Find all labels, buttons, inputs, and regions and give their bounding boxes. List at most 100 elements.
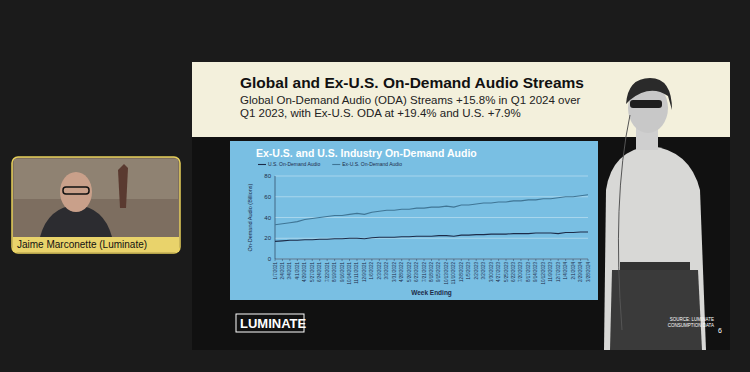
slide <box>192 62 730 350</box>
y-axis-label: On-Demand Audio (Billions) <box>247 183 253 251</box>
x-tick <box>282 259 283 261</box>
x-tick <box>371 259 372 261</box>
x-tick <box>312 259 313 261</box>
head <box>60 172 92 212</box>
x-tick <box>349 259 350 261</box>
x-tick-label: 4/29/2021 <box>302 262 307 283</box>
x-tick <box>476 259 477 261</box>
y-tick-label: 80 <box>264 173 271 179</box>
x-tick <box>416 259 417 261</box>
x-tick <box>431 259 432 261</box>
chart-title: Ex-U.S. and U.S. Industry On-Demand Audi… <box>256 147 477 159</box>
x-tick-label: 7/21/2022 <box>422 262 427 283</box>
guitar <box>118 164 128 208</box>
x-tick-label: 10/12/2023 <box>541 262 546 285</box>
x-tick-label: 11/10/2022 <box>451 262 456 285</box>
x-tick <box>535 259 536 261</box>
x-tick <box>379 259 380 261</box>
series-line <box>275 232 588 241</box>
slide-title: Global and Ex-U.S. On-Demand Audio Strea… <box>240 74 584 91</box>
x-tick <box>588 259 589 261</box>
x-tick-label: 2/4/2021 <box>280 262 285 280</box>
x-tick-label: 1/6/2022 <box>369 262 374 280</box>
x-tick-label: 5/25/2023 <box>504 262 509 283</box>
x-tick <box>327 259 328 261</box>
figure-pants <box>610 270 702 350</box>
legend-label: U.S. On-Demand Audio <box>268 161 320 167</box>
x-tick-label: 8/17/2023 <box>526 262 531 283</box>
x-tick <box>513 259 514 261</box>
page-number: 6 <box>718 327 722 334</box>
x-tick <box>498 259 499 261</box>
x-tick <box>573 259 574 261</box>
figure-sunglasses <box>630 100 662 108</box>
legend-swatch <box>258 164 266 165</box>
x-tick <box>446 259 447 261</box>
x-tick-label: 6/22/2023 <box>511 262 516 283</box>
x-tick-label: 4/28/2022 <box>399 262 404 283</box>
x-tick <box>424 259 425 261</box>
x-tick-label: 3/31/2022 <box>392 262 397 283</box>
figure-cable <box>618 115 630 330</box>
x-tick <box>558 259 559 261</box>
glasses <box>63 187 89 194</box>
y-tick-label: 0 <box>268 256 272 262</box>
x-tick <box>409 259 410 261</box>
header-band <box>192 62 730 137</box>
y-axis <box>275 176 276 259</box>
x-tick-label: 4/1/2021 <box>295 262 300 280</box>
participant-name: Jaime Marconette (Luminate) <box>17 239 147 250</box>
screen: Jaime Marconette (Luminate) Global and Ex… <box>0 0 750 372</box>
x-tick-label: 5/26/2022 <box>407 262 412 283</box>
x-tick-label: 6/23/2022 <box>414 262 419 283</box>
x-tick-label: 2/1/2024 <box>571 262 576 280</box>
x-tick <box>468 259 469 261</box>
x-tick-label: 10/14/2021 <box>347 262 352 285</box>
x-tick-label: 3/28/2024 <box>586 262 591 283</box>
x-tick-label: 5/27/2021 <box>310 262 315 283</box>
x-tick-label: 3/3/2022 <box>384 262 389 280</box>
x-tick-label: 12/8/2022 <box>459 262 464 283</box>
x-tick-label: 12/7/2023 <box>556 262 561 283</box>
x-tick <box>289 259 290 261</box>
source-note: CONSUMPTION DATA <box>668 323 714 328</box>
x-tick <box>491 259 492 261</box>
x-tick-label: 9/14/2023 <box>533 262 538 283</box>
figure-hair <box>626 78 672 110</box>
name-bar <box>13 237 179 252</box>
x-tick-label: 11/11/2021 <box>354 262 359 284</box>
x-tick-label: 7/20/2023 <box>518 262 523 283</box>
x-tick <box>304 259 305 261</box>
grid-line <box>275 238 588 239</box>
chart-panel <box>230 141 598 300</box>
x-tick <box>453 259 454 261</box>
x-tick-label: 10/13/2022 <box>444 262 449 285</box>
slide-subtitle: Global On-Demand Audio (ODA) Streams +15… <box>240 94 581 106</box>
x-tick <box>550 259 551 261</box>
grid-line <box>275 196 588 197</box>
x-tick <box>364 259 365 261</box>
video-tile <box>12 157 180 253</box>
legend-swatch <box>332 164 340 165</box>
x-tick-label: 1/5/2023 <box>466 262 471 280</box>
series-line <box>275 195 588 225</box>
x-tick <box>342 259 343 261</box>
x-tick-label: 2/2/2023 <box>474 262 479 280</box>
source-note: SOURCE: LUMINATE <box>670 317 714 322</box>
x-tick-label: 3/4/2021 <box>287 262 292 280</box>
x-tick <box>401 259 402 261</box>
x-tick <box>275 259 276 261</box>
x-tick-label: 3/30/2023 <box>489 262 494 283</box>
grid-line <box>275 176 588 177</box>
x-tick-label: 3/2/2023 <box>481 262 486 280</box>
x-tick <box>356 259 357 261</box>
x-tick-label: 8/18/2022 <box>429 262 434 283</box>
x-tick <box>506 259 507 261</box>
x-tick <box>565 259 566 261</box>
x-tick <box>319 259 320 261</box>
x-tick <box>334 259 335 261</box>
wall <box>14 159 178 199</box>
x-tick <box>438 259 439 261</box>
x-tick <box>386 259 387 261</box>
x-tick-label: 6/24/2021 <box>317 262 322 283</box>
